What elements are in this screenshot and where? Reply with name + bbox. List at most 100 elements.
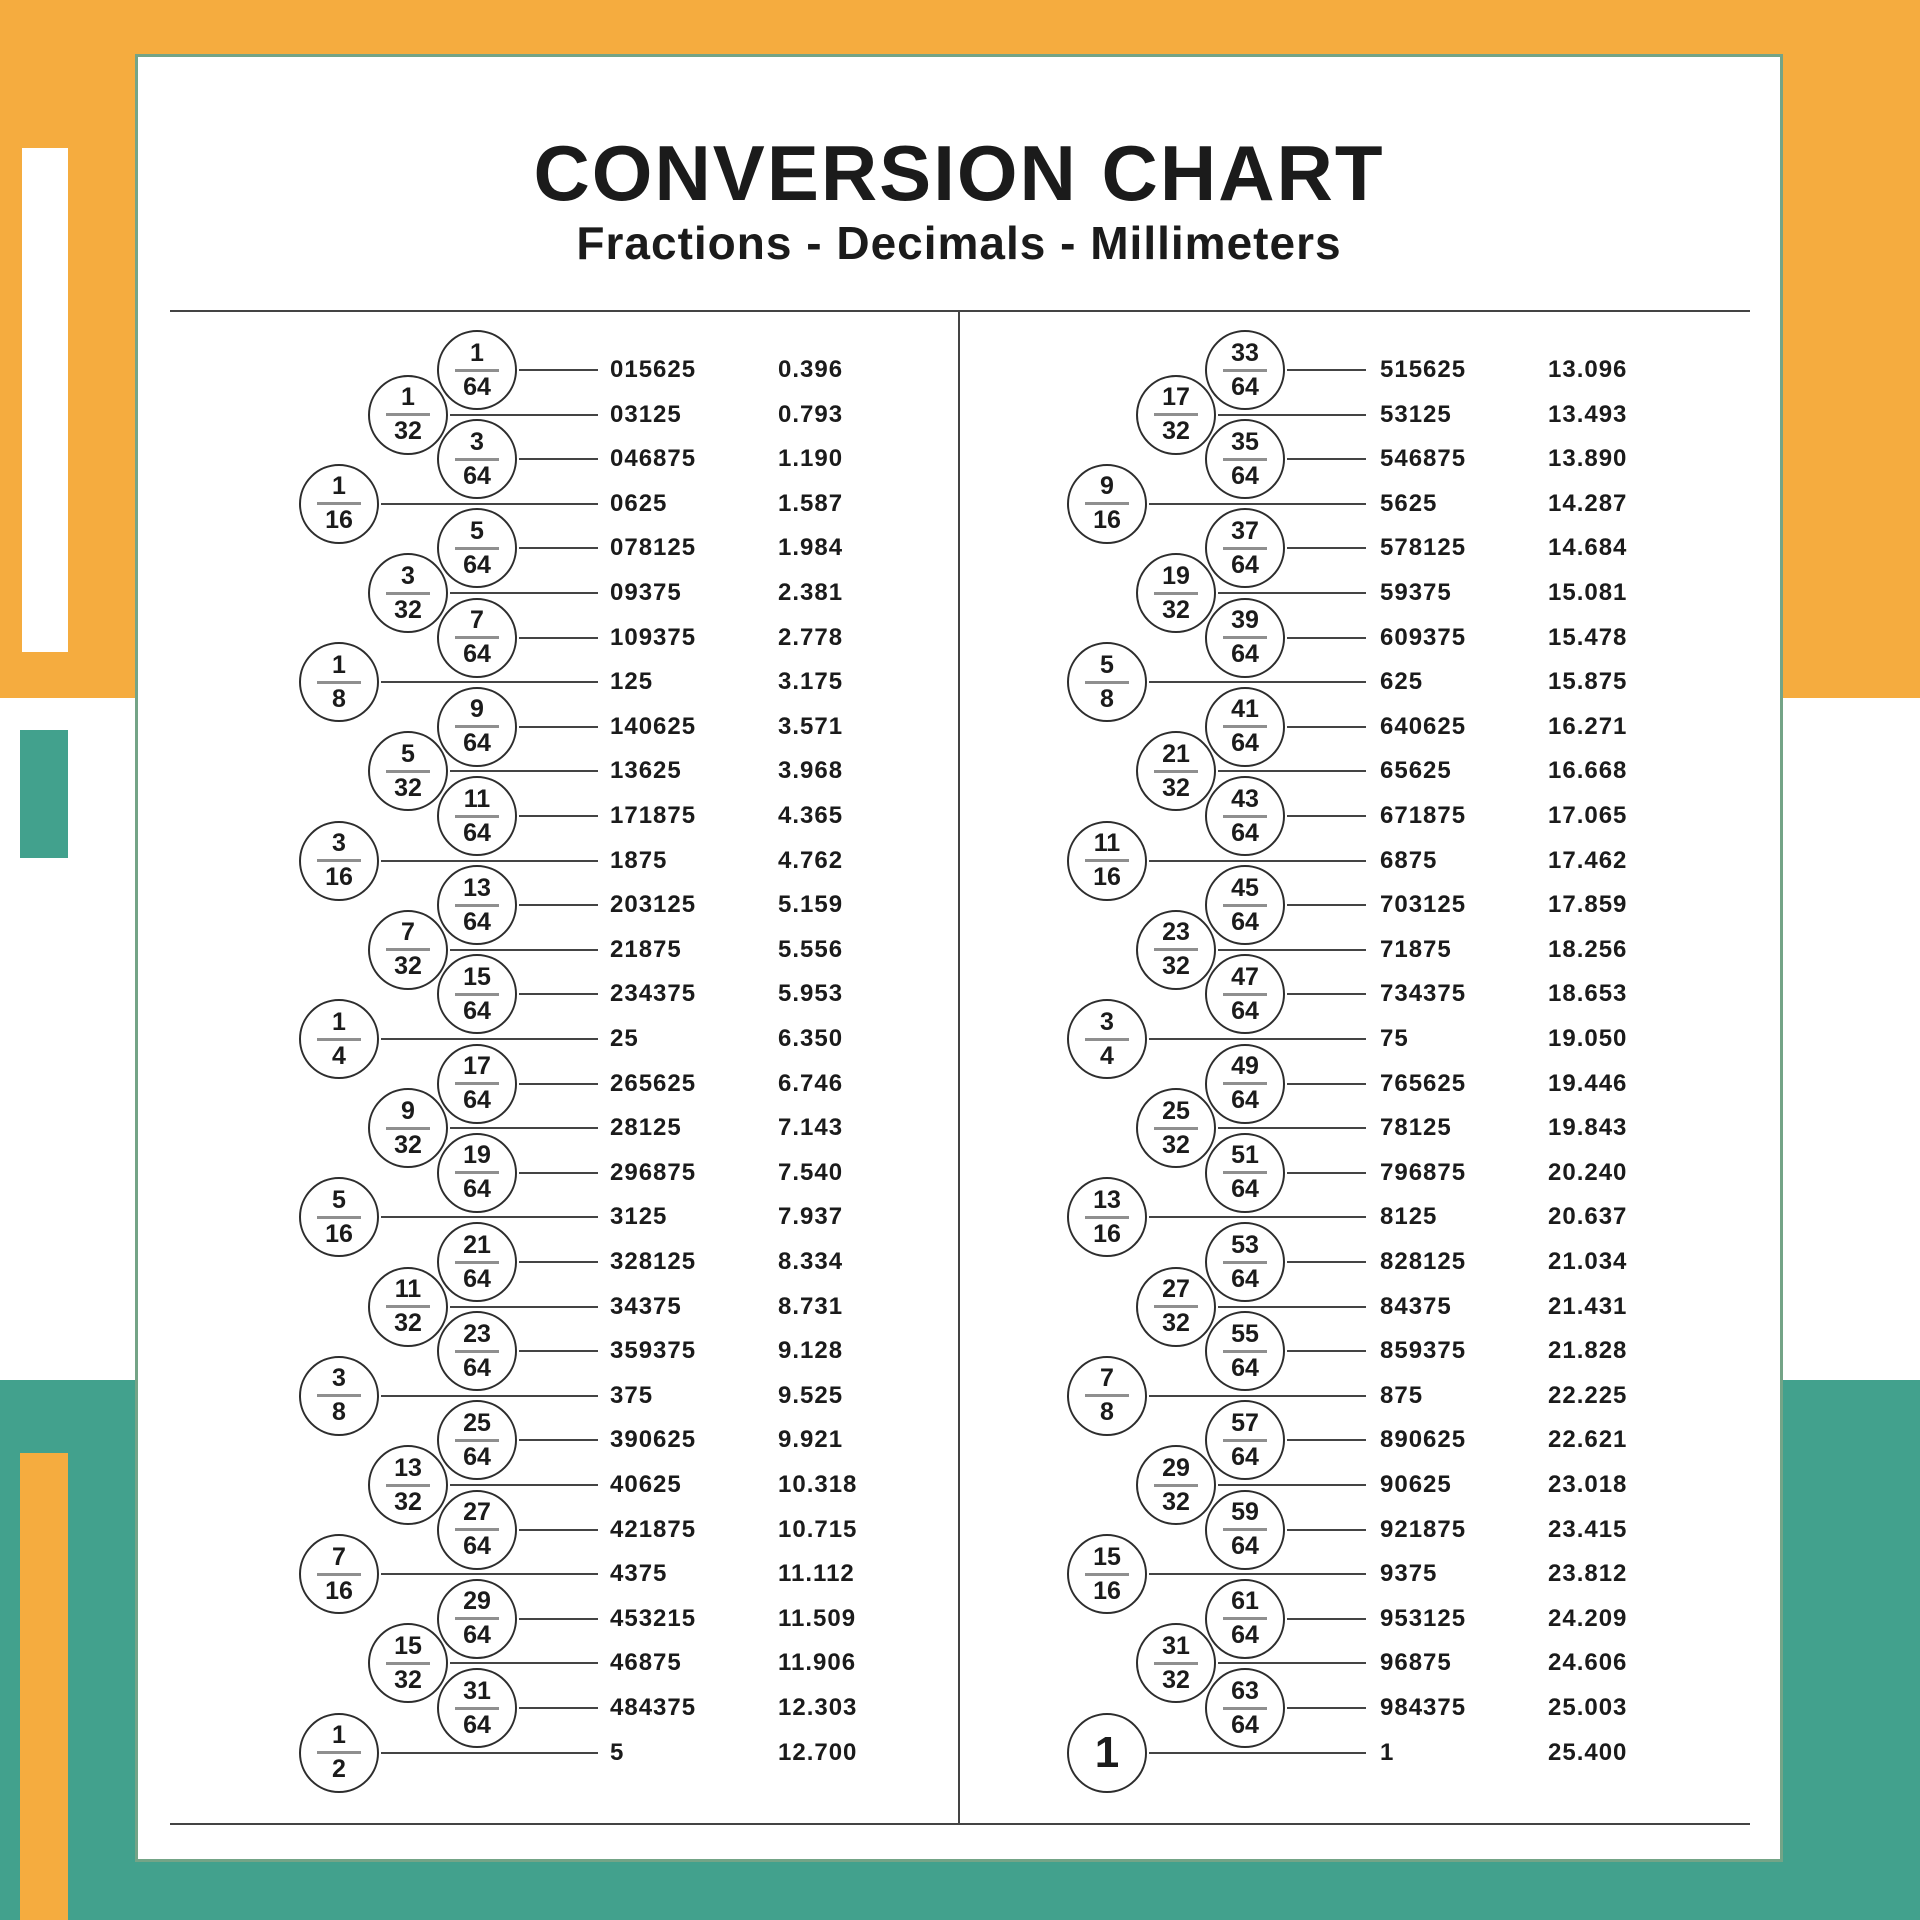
fraction-circle: 51 64 — [1205, 1132, 1285, 1213]
fraction-numerator: 11 — [463, 784, 491, 813]
fraction-bar — [1085, 1215, 1129, 1219]
leader-line — [450, 413, 598, 416]
fraction-numerator: 7 — [401, 918, 415, 947]
decimal-value: 296875 — [610, 1158, 697, 1186]
leader-line — [381, 1751, 598, 1754]
leader-line — [1287, 993, 1366, 996]
fraction-bar — [455, 1528, 499, 1532]
leader-line — [450, 1662, 598, 1665]
fraction-circle: 5 16 — [299, 1177, 379, 1258]
decimal-value: 203125 — [610, 891, 697, 919]
fraction-denominator: 16 — [1093, 863, 1121, 892]
millimeter-value: 11.112 — [778, 1560, 855, 1588]
fraction-denominator: 64 — [1231, 1532, 1259, 1561]
leader-line — [519, 1082, 598, 1085]
fraction-bar — [1223, 1617, 1267, 1621]
decimal-value: 015625 — [610, 356, 697, 383]
millimeter-value: 1.190 — [778, 445, 844, 473]
fraction-denominator: 64 — [463, 1710, 491, 1739]
leader-line — [1149, 502, 1366, 505]
leader-line — [519, 725, 598, 728]
leader-line — [1287, 904, 1366, 907]
fraction-bar — [386, 769, 430, 773]
fraction-denominator: 16 — [325, 1576, 353, 1605]
millimeter-value: 11.906 — [778, 1649, 857, 1677]
fraction-denominator: 64 — [1231, 1442, 1259, 1471]
fraction-denominator: 16 — [1093, 506, 1121, 535]
fraction-numerator: 13 — [394, 1453, 422, 1482]
fraction-denominator: 16 — [325, 863, 353, 892]
leader-line — [1218, 1484, 1366, 1486]
decimal-value: 34375 — [610, 1292, 682, 1320]
fraction-denominator: 32 — [394, 773, 422, 802]
fraction-circle: 7 64 — [437, 597, 517, 678]
fraction-bar — [455, 1617, 499, 1621]
fraction-bar — [455, 546, 499, 550]
fraction-numerator: 27 — [1162, 1275, 1190, 1304]
fraction-numerator: 53 — [1231, 1230, 1259, 1259]
fraction-bar — [1223, 725, 1267, 729]
leader-line — [519, 636, 598, 639]
decimal-value: 625 — [1380, 668, 1424, 696]
fraction-numerator: 23 — [1162, 918, 1190, 947]
millimeter-value: 7.540 — [778, 1158, 844, 1186]
fraction-denominator: 64 — [463, 1264, 491, 1293]
fraction-bar — [455, 636, 499, 640]
fraction-circle: 23 32 — [1136, 909, 1216, 990]
fraction-denominator: 64 — [1231, 996, 1259, 1025]
fraction-circle: 9 32 — [368, 1088, 448, 1169]
fraction-circle: 3 16 — [299, 820, 379, 901]
fraction-circle: 25 32 — [1136, 1088, 1216, 1169]
fraction-circle: 15 64 — [437, 954, 517, 1035]
fraction-circle: 37 64 — [1205, 508, 1285, 589]
fraction-denominator: 64 — [463, 461, 491, 490]
decimal-value: 78125 — [1380, 1114, 1452, 1142]
decimal-value: 484375 — [610, 1694, 697, 1721]
fraction-circle: 31 64 — [437, 1668, 517, 1748]
leader-line — [1287, 458, 1366, 461]
leader-line — [1218, 1305, 1366, 1308]
fraction-numerator: 11 — [1093, 829, 1121, 858]
leader-line — [381, 681, 598, 684]
millimeter-value: 15.875 — [1548, 668, 1628, 696]
fraction-circle: 55 64 — [1205, 1311, 1285, 1392]
fraction-numerator: 1 — [401, 383, 415, 412]
millimeter-value: 11.509 — [778, 1604, 857, 1632]
decimal-value: 265625 — [610, 1069, 697, 1097]
fraction-bar — [386, 1305, 430, 1309]
leader-line — [519, 1707, 598, 1709]
fraction-numerator: 29 — [1162, 1453, 1190, 1482]
millimeter-value: 10.715 — [778, 1515, 858, 1543]
page-subtitle: Fractions - Decimals - Millimeters — [576, 217, 1342, 269]
fraction-circle: 17 32 — [1136, 374, 1216, 455]
fraction-circle: 15 16 — [1067, 1534, 1147, 1615]
millimeter-value: 23.018 — [1548, 1471, 1628, 1498]
fraction-bar — [317, 1037, 361, 1041]
fraction-numerator: 25 — [463, 1408, 491, 1437]
fraction-numerator: 3 — [401, 561, 415, 590]
fraction-denominator: 64 — [1231, 818, 1259, 847]
fraction-bar — [455, 368, 499, 372]
leader-line — [1149, 859, 1366, 862]
fraction-denominator: 32 — [1162, 1487, 1190, 1516]
fraction-denominator: 64 — [463, 907, 491, 936]
bottom-rule-divider — [170, 1823, 1750, 1825]
fraction-circle: 61 64 — [1205, 1578, 1285, 1659]
fraction-numerator: 19 — [1162, 561, 1190, 590]
fraction-numerator: 3 — [1100, 1007, 1114, 1036]
fraction-numerator: 5 — [401, 739, 415, 768]
fraction-denominator: 64 — [463, 729, 491, 758]
fraction-denominator: 64 — [463, 640, 491, 669]
decimal-value: 875 — [1380, 1381, 1424, 1409]
decimal-value: 515625 — [1380, 356, 1467, 383]
fraction-denominator: 32 — [1162, 773, 1190, 802]
fraction-denominator: 64 — [463, 818, 491, 847]
millimeter-value: 1.984 — [778, 534, 844, 562]
leader-line — [1287, 1350, 1366, 1353]
fraction-bar — [1223, 992, 1267, 996]
millimeter-value: 13.890 — [1548, 445, 1628, 473]
fraction-bar — [1154, 1661, 1198, 1665]
